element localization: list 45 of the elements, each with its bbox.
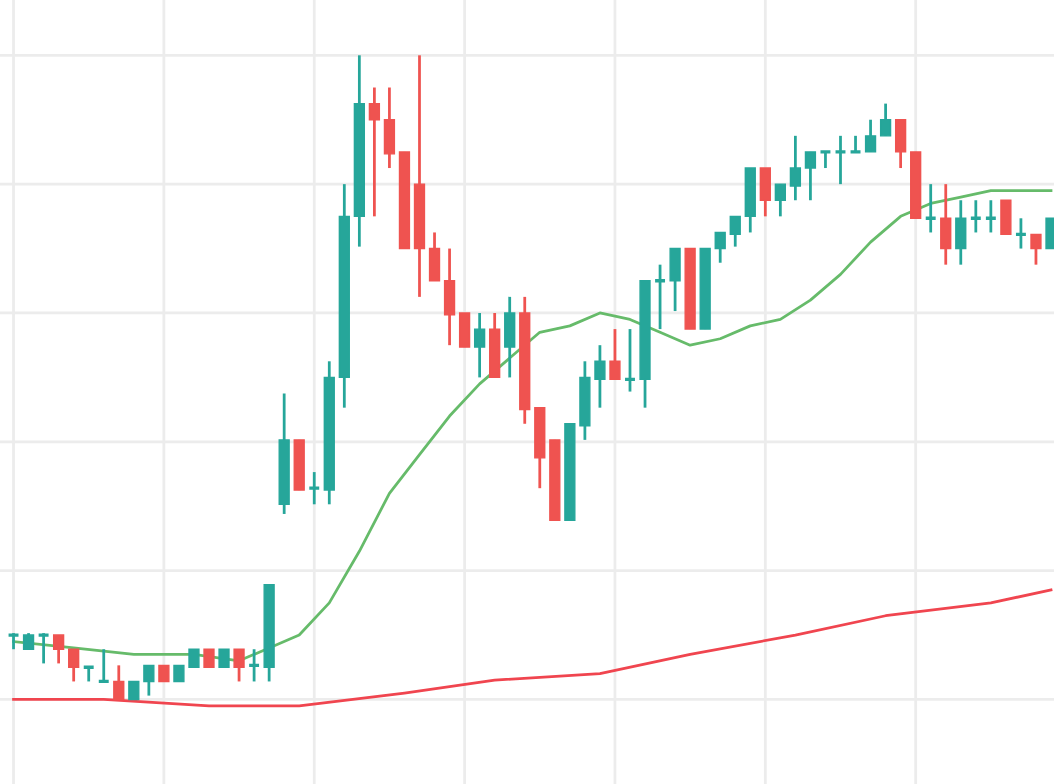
- candlestick: [669, 247, 681, 313]
- candlestick: [729, 214, 741, 249]
- candlestick: [428, 231, 441, 283]
- candlestick: [1000, 199, 1012, 236]
- candlestick: [203, 648, 215, 668]
- candlestick: [307, 470, 321, 506]
- candlestick: [97, 647, 111, 684]
- candlestick: [68, 647, 80, 683]
- candlestick: [894, 118, 907, 170]
- candlestick: [473, 311, 486, 379]
- candlestick: [653, 263, 667, 331]
- candlestick: [623, 327, 637, 393]
- candlestick: [924, 182, 938, 234]
- candlestick: [969, 198, 983, 234]
- candlestick: [368, 86, 381, 218]
- candlestick: [879, 102, 892, 138]
- candlestick: [818, 150, 833, 170]
- candlestick: [609, 327, 621, 381]
- candlestick: [1014, 216, 1028, 250]
- candlestick: [804, 150, 817, 202]
- candlestick: [774, 182, 787, 218]
- candlestick: [864, 118, 877, 154]
- candlestick: [848, 134, 863, 154]
- candlestick: [759, 166, 771, 218]
- candlestick: [218, 648, 230, 668]
- candlestick: [443, 247, 456, 347]
- candlestick: [789, 134, 802, 202]
- candlestick: [82, 665, 96, 683]
- candlestick: [940, 182, 952, 267]
- candlestick: [233, 647, 245, 683]
- candlestick: [52, 633, 65, 665]
- candlestick: [383, 86, 396, 170]
- candlestick: [143, 663, 155, 698]
- candlestick: [1030, 233, 1042, 267]
- candlestick: [36, 631, 51, 665]
- candlestick: [504, 295, 516, 379]
- candlestick: [1045, 217, 1054, 250]
- candlestick: [984, 198, 998, 234]
- candlestick: [113, 663, 125, 701]
- candlestick: [458, 312, 471, 348]
- candlestick: [128, 680, 140, 701]
- candlestick: [247, 647, 261, 683]
- candlestick: [714, 231, 726, 265]
- candlestick: [955, 198, 967, 267]
- candlestick: [833, 134, 848, 186]
